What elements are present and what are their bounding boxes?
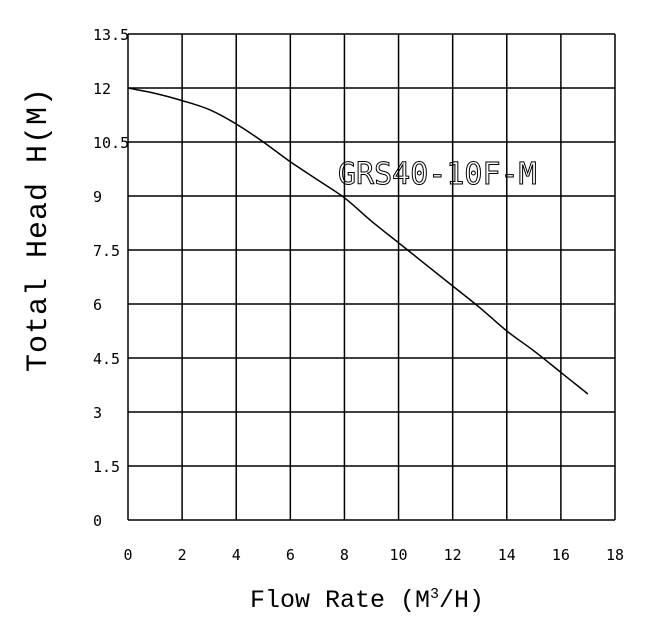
x-tick-label-0: 0 [123, 546, 132, 564]
x-axis-label-main: Flow Rate (M [250, 586, 430, 615]
y-tick-label-4: 6 [93, 296, 102, 314]
x-tick-label-8: 16 [552, 546, 570, 564]
x-tick-label-9: 18 [606, 546, 624, 564]
y-tick-labels: 0 1.5 3 4.5 6 7.5 9 10.5 12 13.5 [93, 26, 129, 530]
x-axis-label: Flow Rate (M3/H) [250, 586, 484, 615]
y-tick-label-6: 9 [93, 188, 102, 206]
x-axis-label-sup: 3 [430, 586, 439, 603]
y-axis-label: Total Head H(M) [22, 87, 56, 372]
y-tick-label-2: 3 [93, 404, 102, 422]
x-axis-label-tail: /H) [439, 586, 484, 615]
series-line [127, 87, 589, 395]
grid-lines [127, 33, 616, 521]
series-label: GRS40-10F-M [338, 157, 537, 192]
y-tick-label-1: 1.5 [93, 458, 120, 476]
y-tick-label-0: 0 [93, 512, 102, 530]
x-tick-label-3: 6 [286, 546, 295, 564]
x-tick-labels: 0 2 4 6 8 10 12 14 16 18 [123, 546, 624, 564]
y-tick-label-8: 12 [93, 80, 111, 98]
y-tick-label-9: 13.5 [93, 26, 129, 44]
y-tick-label-3: 4.5 [93, 350, 120, 368]
y-tick-label-7: 10.5 [93, 134, 129, 152]
x-tick-label-5: 10 [390, 546, 408, 564]
x-tick-label-2: 4 [232, 546, 241, 564]
y-tick-label-5: 7.5 [93, 242, 120, 260]
x-tick-label-6: 12 [444, 546, 462, 564]
x-tick-label-7: 14 [498, 546, 516, 564]
x-tick-label-4: 8 [340, 546, 349, 564]
x-tick-label-1: 2 [178, 546, 187, 564]
